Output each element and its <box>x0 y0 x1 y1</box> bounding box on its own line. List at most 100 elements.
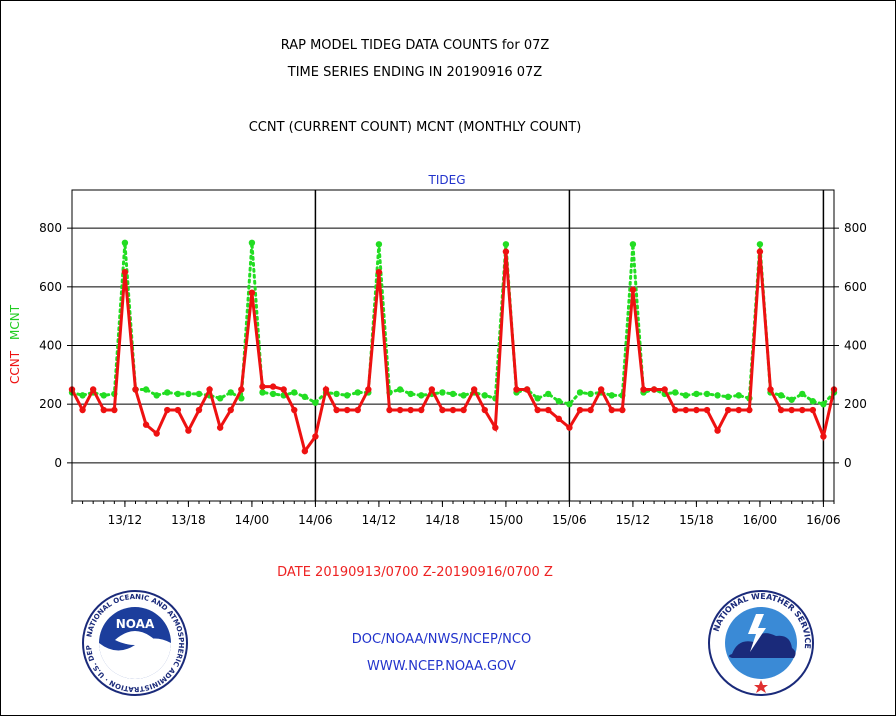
data-point-mcnt <box>354 389 361 396</box>
data-point-ccnt <box>354 406 361 414</box>
data-point-mcnt <box>629 241 637 248</box>
data-point-mcnt <box>809 398 817 405</box>
data-point-ccnt <box>777 406 785 414</box>
x-tick-label: 16/00 <box>743 513 778 527</box>
x-tick-label: 15/18 <box>679 513 714 527</box>
data-point-mcnt <box>333 390 340 398</box>
data-point-mcnt <box>153 392 160 399</box>
y-tick-label-left: 800 <box>39 221 62 235</box>
y-tick-label-right: 600 <box>844 280 867 294</box>
data-point-ccnt <box>248 289 256 296</box>
data-point-ccnt <box>291 406 298 414</box>
data-point-ccnt <box>407 406 414 414</box>
url-link[interactable]: WWW.NCEP.NOAA.GOV <box>367 659 516 674</box>
data-point-ccnt <box>672 406 679 414</box>
chart-subtitle: CCNT (CURRENT COUNT) MCNT (MONTHLY COUNT… <box>248 120 582 135</box>
data-point-mcnt <box>756 241 764 248</box>
data-point-mcnt <box>820 400 827 408</box>
data-point-mcnt <box>269 390 277 398</box>
data-point-ccnt <box>333 406 340 414</box>
y-tick-label-left: 200 <box>39 397 62 411</box>
chart-title-line-2: TIME SERIES ENDING IN 20190916 07Z <box>287 65 543 80</box>
data-point-ccnt <box>470 386 478 393</box>
x-tick-label: 15/06 <box>552 513 587 527</box>
data-point-ccnt <box>396 406 404 414</box>
data-point-mcnt <box>724 393 732 401</box>
panel-title: TIDEG <box>428 173 466 187</box>
series-layer <box>68 239 838 455</box>
data-point-mcnt <box>195 390 203 398</box>
data-point-ccnt <box>767 386 774 393</box>
x-tick-label: 13/12 <box>108 513 143 527</box>
data-point-ccnt <box>153 430 160 437</box>
data-point-ccnt <box>756 248 764 255</box>
data-point-ccnt <box>693 406 700 414</box>
data-point-mcnt <box>100 392 107 399</box>
x-tick-label: 14/06 <box>298 513 333 527</box>
data-point-mcnt <box>502 241 510 248</box>
data-point-ccnt <box>788 406 795 414</box>
data-point-mcnt <box>216 395 224 402</box>
data-point-mcnt <box>449 390 457 398</box>
y-tick-label-right: 400 <box>844 339 867 353</box>
data-point-ccnt <box>174 406 182 414</box>
data-point-ccnt <box>735 406 742 414</box>
y-tick-label-right: 0 <box>844 456 852 470</box>
data-point-mcnt <box>777 392 785 399</box>
y-tick-label-left: 400 <box>39 339 62 353</box>
data-point-mcnt <box>142 386 150 393</box>
y-tick-label-right: 800 <box>844 221 867 235</box>
nws-star-icon <box>754 680 768 693</box>
data-point-mcnt <box>693 390 700 398</box>
data-point-ccnt <box>449 406 457 414</box>
data-point-ccnt <box>746 406 753 414</box>
data-point-mcnt <box>460 392 467 399</box>
y-tick-label-left: 600 <box>39 280 62 294</box>
data-point-mcnt <box>238 395 245 402</box>
data-point-mcnt <box>164 389 171 396</box>
y-axis-label-ccnt: CCNT <box>8 350 22 384</box>
data-point-ccnt <box>164 406 171 414</box>
data-point-ccnt <box>492 424 499 431</box>
data-point-ccnt <box>650 386 658 393</box>
data-point-mcnt <box>703 390 711 398</box>
y-tick-label-left: 0 <box>54 456 62 470</box>
data-point-ccnt <box>597 386 605 393</box>
data-point-ccnt <box>418 406 425 414</box>
data-point-mcnt <box>587 390 594 398</box>
data-point-ccnt <box>185 427 192 434</box>
data-point-ccnt <box>100 406 107 414</box>
data-point-ccnt <box>269 383 277 390</box>
data-point-ccnt <box>555 415 563 423</box>
data-point-ccnt <box>545 406 552 414</box>
data-point-ccnt <box>513 386 520 393</box>
data-point-ccnt <box>619 406 626 414</box>
x-tick-label: 16/06 <box>806 513 841 527</box>
data-point-ccnt <box>227 406 234 414</box>
x-tick-label: 14/18 <box>425 513 460 527</box>
data-point-ccnt <box>312 433 319 440</box>
data-point-mcnt <box>534 395 541 402</box>
data-point-mcnt <box>291 389 298 396</box>
data-point-ccnt <box>238 386 245 393</box>
x-tick-label: 13/18 <box>171 513 206 527</box>
data-point-ccnt <box>502 248 510 255</box>
data-point-ccnt <box>661 386 668 393</box>
data-point-mcnt <box>555 398 563 405</box>
data-point-mcnt <box>248 239 256 247</box>
date-range-label: DATE 20190913/0700 Z-20190916/0700 Z <box>277 565 553 580</box>
data-point-mcnt <box>682 392 690 399</box>
noaa-logo: NATIONAL OCEANIC AND ATMOSPHERIC ADMINIS… <box>80 588 188 696</box>
noaa-word: NOAA <box>116 617 155 631</box>
data-point-mcnt <box>343 392 351 399</box>
org-label: DOC/NOAA/NWS/NCEP/NCO <box>351 632 532 647</box>
data-point-ccnt <box>132 386 139 393</box>
data-point-ccnt <box>386 406 393 414</box>
data-point-mcnt <box>418 392 425 399</box>
y-axis-label-mcnt: MCNT <box>8 304 22 340</box>
data-point-mcnt <box>259 389 266 396</box>
data-point-mcnt <box>301 393 309 401</box>
data-point-mcnt <box>735 392 742 399</box>
data-point-ccnt <box>523 386 531 393</box>
